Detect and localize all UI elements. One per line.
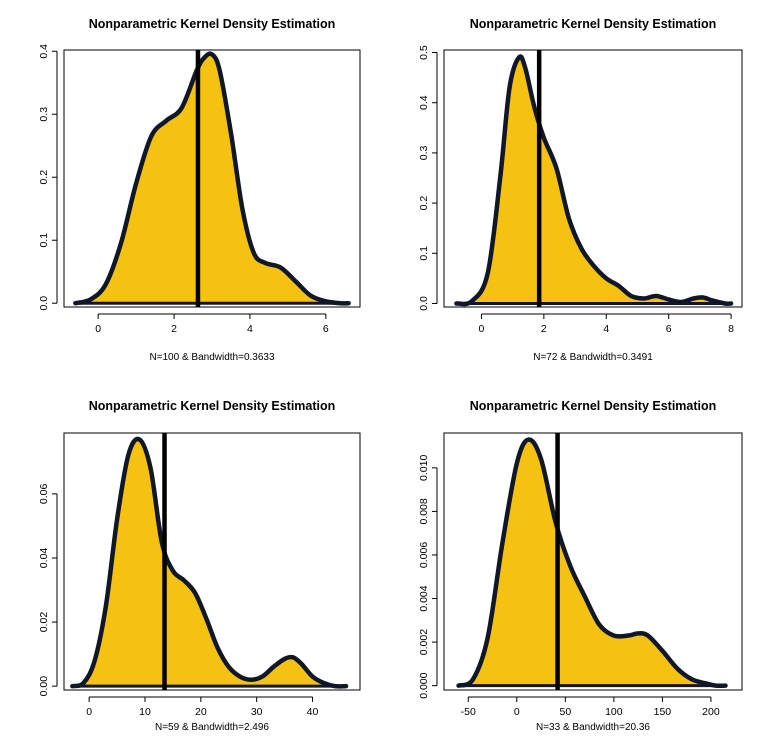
x-tick-label: 2 [171,323,177,335]
y-axis: 0.00 0.02 0.04 0.06 [38,484,58,697]
plot-frame [443,49,743,308]
density-area [72,438,347,687]
y-tick-label: 0.04 [38,548,50,569]
x-axis: 0 2 4 6 [95,313,329,335]
x-tick-label: 150 [654,706,672,718]
x-tick-label: 0 [479,323,485,335]
chart-title: Nonparametric Kernel Density Estimation [470,17,717,31]
chart-title: Nonparametric Kernel Density Estimation [89,399,336,413]
y-tick-label: 0.0 [418,296,430,311]
y-tick-label: 0.010 [418,455,430,481]
x-tick-label: 0 [86,706,92,718]
x-tick-label: 4 [247,323,253,335]
x-axis: 0 2 4 6 8 [479,313,734,335]
chart-title: Nonparametric Kernel Density Estimation [89,17,336,31]
x-tick-label: 30 [251,706,263,718]
x-axis: -50 0 50 100 150 200 [461,696,720,718]
y-tick-label: 0.002 [418,629,430,655]
y-tick-label: 0.4 [38,44,50,59]
chart-panel-1: Nonparametric Kernel Density Estimation N… [38,17,361,363]
y-tick-label: 0.4 [418,95,430,110]
plot-frame [63,49,361,308]
y-tick-label: 0.0 [38,296,50,311]
x-tick-label: 40 [307,706,319,718]
chart-title: Nonparametric Kernel Density Estimation [470,399,717,413]
density-area [458,439,726,686]
x-tick-label: 20 [195,706,207,718]
y-tick-label: 0.1 [38,233,50,248]
y-tick-label: 0.2 [38,170,50,185]
y-tick-label: 0.008 [418,498,430,524]
x-axis: 0 10 20 30 40 [86,696,319,718]
y-tick-label: 0.02 [38,612,50,633]
y-tick-label: 0.3 [38,107,50,122]
y-axis: 0.000 0.002 0.004 0.006 0.008 0.010 [418,455,438,699]
y-tick-label: 0.006 [418,542,430,568]
density-curve [454,54,734,307]
x-axis-label: N=100 & Bandwidth=0.3633 [149,352,275,363]
y-tick-label: 0.00 [38,676,50,697]
y-tick-label: 0.2 [418,196,430,211]
y-tick-label: 0.1 [418,246,430,261]
x-tick-label: -50 [461,706,476,718]
density-curve [456,437,728,689]
y-tick-label: 0.3 [418,145,430,160]
x-tick-label: 2 [541,323,547,335]
x-tick-label: 200 [702,706,720,718]
chart-panel-2: Nonparametric Kernel Density Estimation N… [418,17,743,363]
x-tick-label: 0 [95,323,101,335]
x-tick-label: 6 [666,323,672,335]
x-tick-label: 0 [514,706,520,718]
x-tick-label: 8 [728,323,734,335]
density-curve [73,51,351,306]
chart-panel-3: Nonparametric Kernel Density Estimation N… [38,399,361,733]
x-axis-label: N=33 & Bandwidth=20.36 [536,722,650,733]
chart-panel-4: Nonparametric Kernel Density Estimation N… [418,399,743,733]
plot-frame [443,432,743,691]
y-axis: 0.0 0.1 0.2 0.3 0.4 [38,44,58,311]
density-area [75,53,349,304]
x-tick-label: 100 [605,706,623,718]
y-tick-label: 0.004 [418,585,430,611]
x-axis-label: N=59 & Bandwidth=2.496 [155,722,269,733]
y-tick-label: 0.5 [418,45,430,60]
x-tick-label: 10 [139,706,151,718]
x-tick-label: 6 [323,323,329,335]
x-tick-label: 50 [559,706,571,718]
y-axis: 0.0 0.1 0.2 0.3 0.4 0.5 [418,45,438,311]
y-tick-label: 0.000 [418,672,430,698]
x-tick-label: 4 [603,323,609,335]
x-axis-label: N=72 & Bandwidth=0.3491 [533,352,653,363]
density-curve [70,436,349,689]
y-tick-label: 0.06 [38,484,50,505]
plot-frame [63,432,361,691]
density-area [456,56,732,304]
